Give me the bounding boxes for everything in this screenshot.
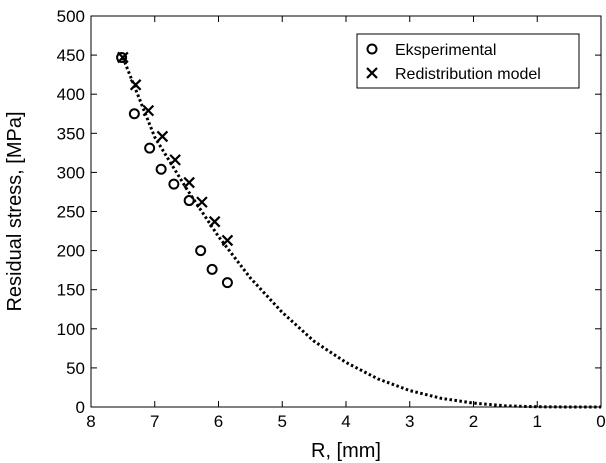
y-tick-label: 500 xyxy=(57,7,85,26)
cross-stroke xyxy=(169,154,181,166)
x-tick-label: 4 xyxy=(341,412,350,431)
model-point xyxy=(142,104,155,117)
cross-stroke xyxy=(366,67,378,79)
cross-stroke xyxy=(129,79,142,91)
model-point xyxy=(169,154,181,166)
plot-content xyxy=(116,51,601,409)
cross-stroke xyxy=(156,130,169,143)
x-tick-label: 8 xyxy=(86,412,95,431)
x-tick-label: 2 xyxy=(469,412,478,431)
y-tick-label: 300 xyxy=(57,163,85,182)
cross-stroke xyxy=(221,234,234,247)
cross-stroke xyxy=(183,176,195,189)
experimental-point xyxy=(168,178,180,190)
model-point xyxy=(129,79,142,91)
experimental-point xyxy=(116,51,128,63)
experimental-point xyxy=(155,163,167,175)
experimental-point xyxy=(221,277,233,289)
x-tick-label: 0 xyxy=(596,412,605,431)
model-point xyxy=(221,234,234,247)
y-tick-label: 100 xyxy=(57,320,85,339)
x-tick-label: 5 xyxy=(278,412,287,431)
y-tick-label: 450 xyxy=(57,46,85,65)
model-curve-line xyxy=(121,56,601,409)
x-tick-label: 7 xyxy=(150,412,159,431)
y-axis-label: Residual stress, [MPa] xyxy=(4,111,26,311)
y-tick-label: 250 xyxy=(57,203,85,222)
experimental-point xyxy=(206,263,218,275)
y-tick-label: 0 xyxy=(76,398,85,417)
legend-cross-mark xyxy=(366,67,378,79)
cross-stroke xyxy=(208,215,221,228)
experimental-point xyxy=(128,108,140,120)
x-tick-label: 3 xyxy=(405,412,414,431)
cross-stroke xyxy=(117,51,129,64)
y-tick-label: 150 xyxy=(57,281,85,300)
x-tick-label: 6 xyxy=(214,412,223,431)
y-tick-label: 200 xyxy=(57,242,85,261)
x-tick-label: 1 xyxy=(533,412,542,431)
legend-entry-eksperimental: Eksperimental xyxy=(395,42,496,59)
legend-cross-icon xyxy=(366,67,378,79)
legend-box xyxy=(356,33,580,89)
experimental-point xyxy=(144,142,156,154)
model-point xyxy=(156,130,169,143)
x-axis-label: R, [mm] xyxy=(311,440,381,462)
y-tick-label: 50 xyxy=(66,359,85,378)
legend-entry-redistribution-model: Redistribution model xyxy=(395,66,541,83)
model-point xyxy=(208,215,221,228)
y-tick-label: 400 xyxy=(57,85,85,104)
model-point xyxy=(196,196,208,208)
y-tick-label: 350 xyxy=(57,124,85,143)
legend: Eksperimental Redistribution model xyxy=(356,33,580,89)
cross-stroke xyxy=(196,196,208,208)
experimental-point xyxy=(183,195,195,207)
experimental-point xyxy=(195,245,207,257)
cross-stroke xyxy=(142,104,155,117)
model-point xyxy=(117,51,129,64)
legend-circle-icon xyxy=(366,43,378,55)
model-point xyxy=(183,176,195,189)
